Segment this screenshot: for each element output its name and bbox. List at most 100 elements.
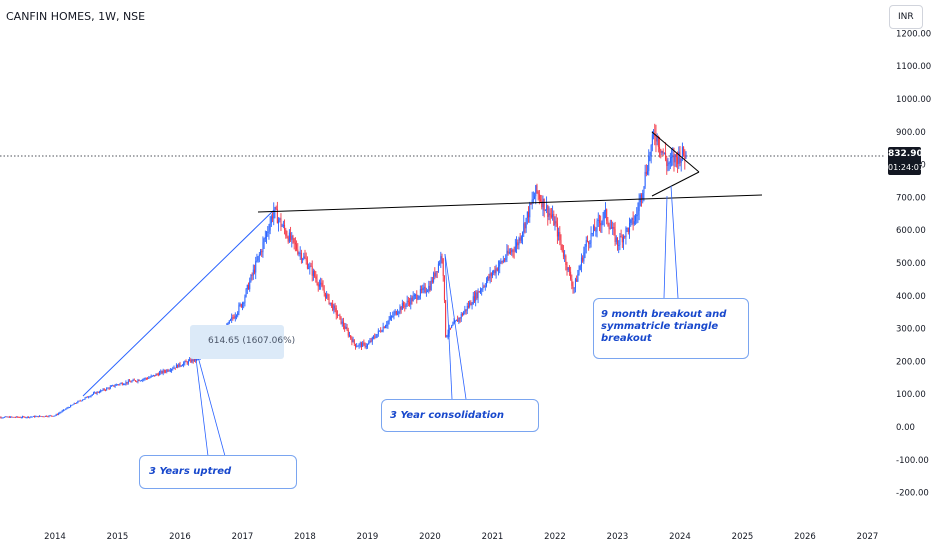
candle-body: [416, 294, 418, 300]
last-price-tag: 832.90 01:24:07: [888, 147, 924, 175]
candle-body: [382, 326, 384, 332]
candle-body: [273, 210, 275, 219]
candle-body: [335, 308, 337, 315]
candle-body: [477, 291, 479, 299]
candle-body: [517, 242, 519, 246]
candle-body: [257, 256, 259, 261]
candle-body: [110, 385, 112, 387]
candle-body: [58, 413, 60, 415]
candle-body: [559, 232, 561, 241]
candle-body: [0, 417, 2, 418]
candle-body: [185, 361, 187, 363]
triangle-upper-line[interactable]: [651, 131, 700, 173]
candle-body: [127, 380, 129, 384]
candle-body: [542, 198, 544, 208]
candle-body: [386, 324, 388, 327]
candle-body: [683, 147, 685, 155]
candle-body: [25, 417, 27, 419]
consolidation-pointer-a[interactable]: [444, 253, 467, 400]
candle-body: [102, 389, 104, 391]
candle-body: [327, 294, 329, 296]
y-tick-label: 0.00: [896, 423, 915, 433]
candle-body: [168, 370, 170, 372]
candle-body: [459, 317, 461, 319]
candle-body: [388, 319, 390, 322]
candle-body: [541, 201, 543, 208]
candle-body: [620, 236, 622, 238]
candle-body: [449, 327, 451, 329]
candle-body: [148, 377, 150, 379]
price-axis[interactable]: 1200.001100.001000.00900.00800.00700.006…: [896, 29, 931, 498]
candle-body: [261, 251, 263, 253]
candle-body: [674, 154, 676, 163]
candle-body: [454, 320, 456, 322]
candle-body: [341, 321, 343, 324]
candle-body: [651, 134, 653, 146]
triangle-lower-line[interactable]: [651, 171, 700, 197]
candle-body: [467, 305, 469, 307]
candle-body: [160, 371, 162, 373]
candle-body: [580, 257, 582, 266]
breakout-callout[interactable]: 9 month breakout and symmatricle triangl…: [593, 298, 749, 359]
candle-body: [135, 380, 137, 382]
candle-body: [591, 233, 593, 234]
candle-body: [181, 365, 183, 367]
candle-body: [532, 199, 534, 200]
uptrend-pointer-b[interactable]: [193, 341, 209, 457]
candle-body: [91, 394, 93, 396]
candle-body: [518, 238, 520, 246]
candle-body: [610, 227, 612, 229]
x-tick-label: 2022: [544, 532, 566, 542]
last-price: 832.90: [888, 149, 923, 159]
resistance-line[interactable]: [257, 194, 763, 213]
candle-body: [401, 303, 403, 310]
breakout-pointer-b[interactable]: [670, 185, 679, 299]
candle-body: [501, 261, 503, 263]
candle-body: [35, 416, 37, 418]
candle-body: [360, 343, 362, 347]
uptrend-pointer-a[interactable]: [193, 341, 226, 457]
candle-body: [59, 412, 61, 414]
candle-body: [174, 367, 176, 369]
symbol-title[interactable]: CANFIN HOMES, 1W, NSE: [6, 10, 146, 23]
candle-body: [336, 314, 338, 316]
breakout-pointer-a[interactable]: [663, 195, 668, 299]
candle-body: [229, 319, 231, 321]
candle-body: [645, 171, 647, 174]
candle-body: [166, 369, 168, 372]
candle-body: [13, 416, 15, 418]
y-tick-label: 1100.00: [896, 62, 931, 72]
candle-body: [264, 236, 266, 239]
candle-body: [364, 343, 366, 347]
candle-body: [191, 359, 193, 363]
candle-body: [43, 416, 45, 418]
candle-body: [242, 303, 243, 308]
candle-body: [395, 311, 397, 315]
candle-body: [48, 415, 50, 417]
currency-button[interactable]: INR: [889, 5, 923, 29]
uptrend-line[interactable]: [82, 209, 275, 397]
uptrend-callout[interactable]: 3 Years uptred: [139, 455, 297, 489]
candle-body: [270, 216, 272, 224]
consolidation-callout[interactable]: 3 Year consolidation: [381, 399, 539, 432]
candle-body: [37, 416, 39, 417]
candle-body: [238, 305, 240, 313]
candle-body: [370, 340, 372, 342]
candle-body: [375, 337, 377, 339]
candle-body: [7, 416, 9, 418]
time-axis[interactable]: 2014 2015 2016 2017 2018 2019 2020 2021 2022 2023…: [44, 532, 878, 542]
x-tick-label: 2025: [732, 532, 754, 542]
candle-body: [68, 407, 70, 409]
candle-body: [630, 219, 632, 223]
candle-body: [421, 289, 423, 291]
candle-body: [44, 415, 46, 417]
candle-body: [67, 407, 69, 409]
consolidation-pointer-b[interactable]: [444, 253, 453, 400]
y-tick-label: 100.00: [896, 390, 926, 400]
candle-body: [38, 415, 40, 417]
candle-body: [317, 283, 319, 287]
candle-body: [374, 336, 376, 338]
candle-body: [558, 232, 560, 237]
x-tick-label: 2019: [357, 532, 379, 542]
